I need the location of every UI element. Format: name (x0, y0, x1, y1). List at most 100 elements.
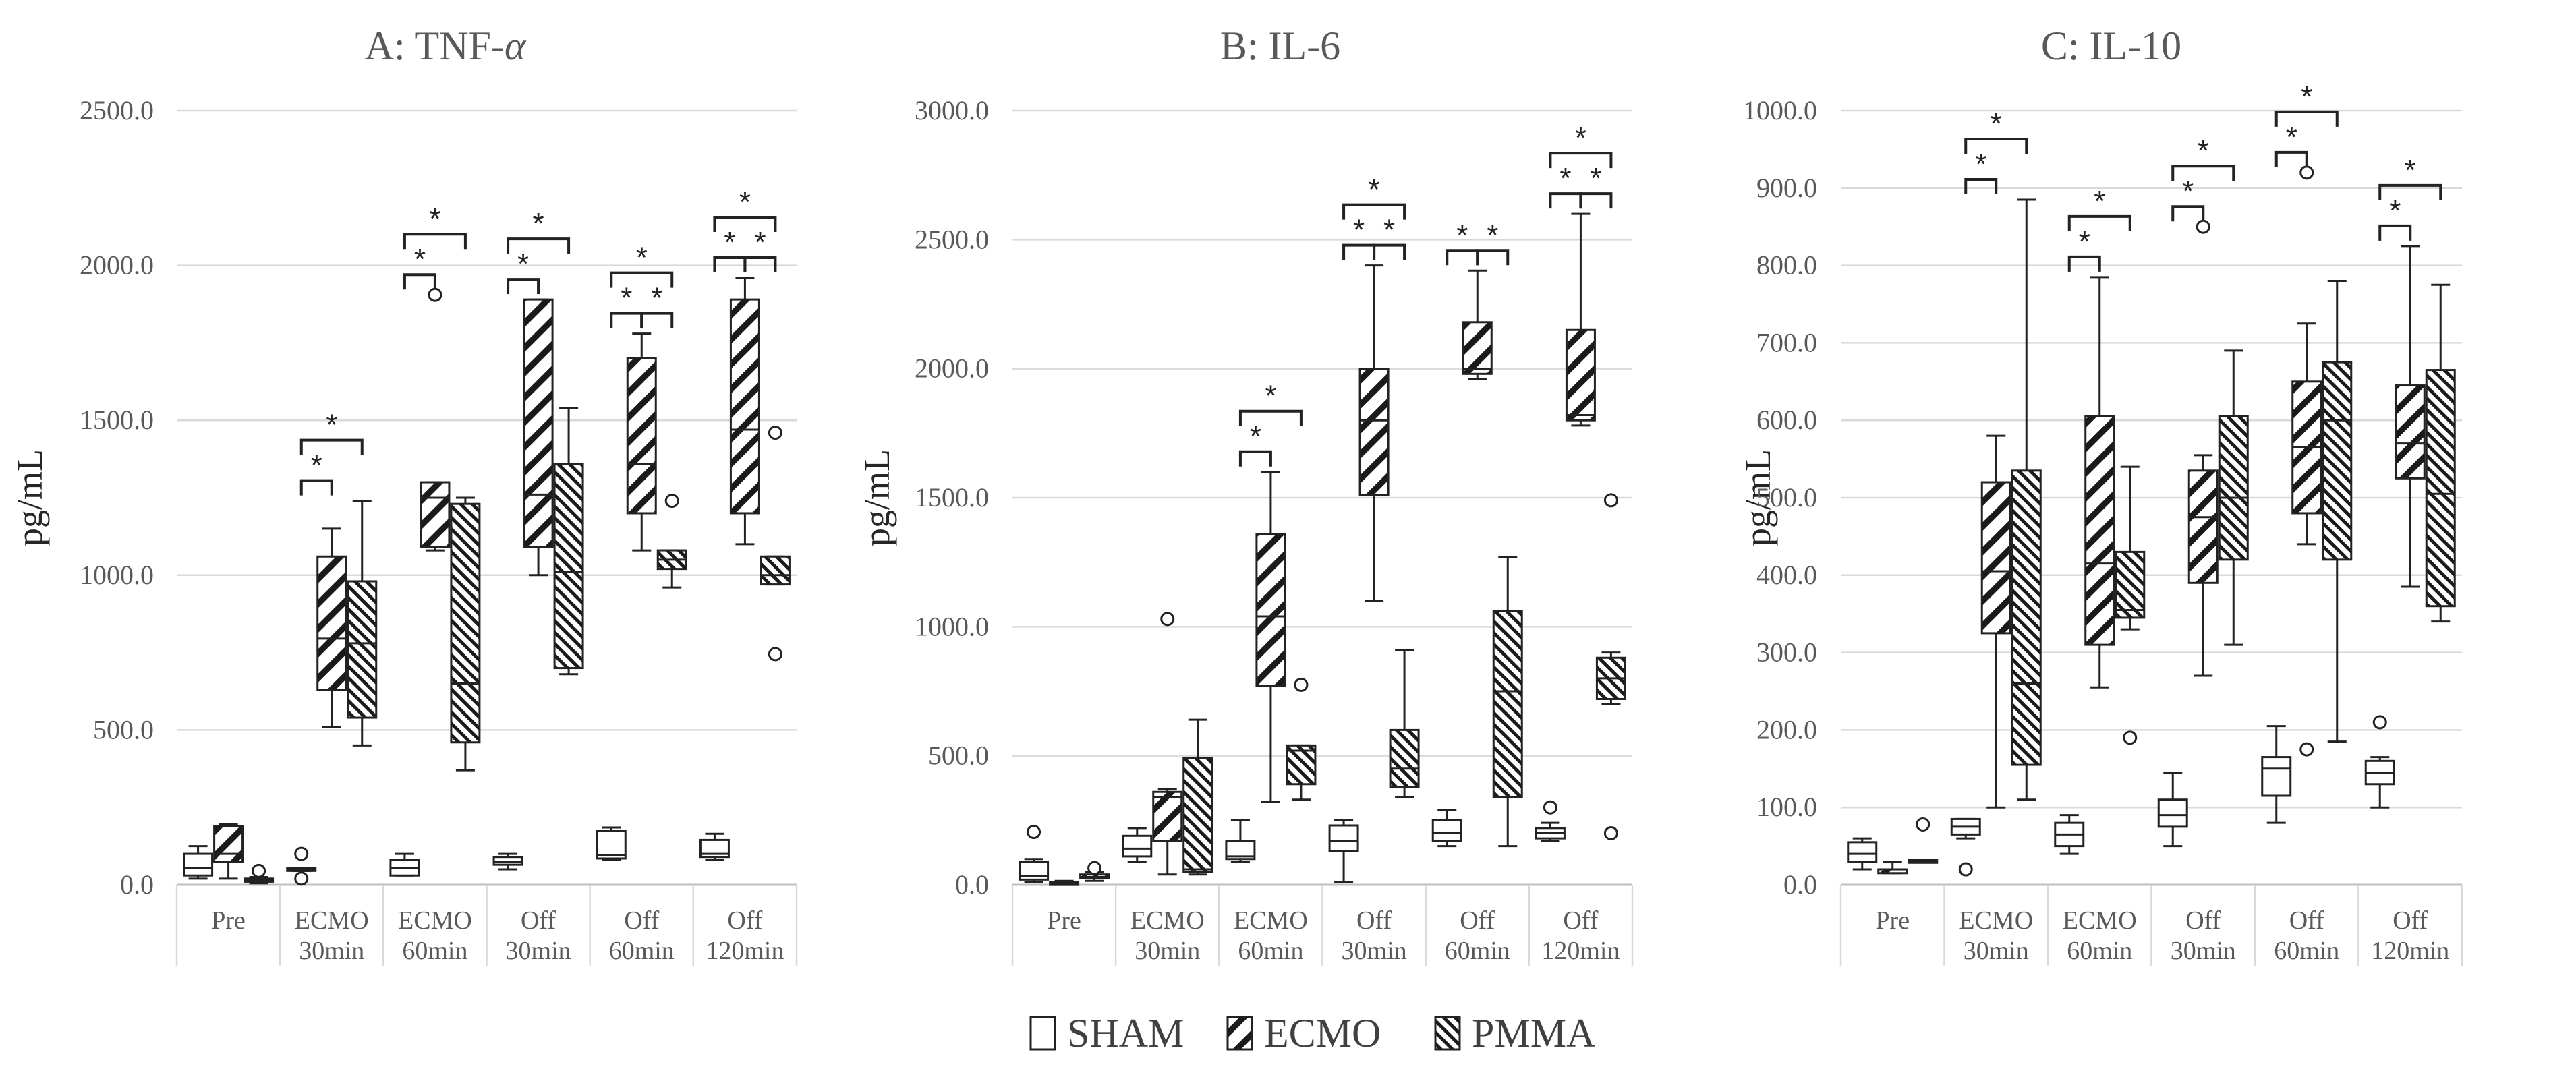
box-ecmo (1255, 471, 1286, 804)
box-iqr (1122, 834, 1153, 858)
outlier-point (768, 647, 782, 662)
y-tick-label: 2500.0 (915, 224, 989, 254)
y-tick-label: 800.0 (1756, 250, 1817, 281)
box-iqr (626, 357, 657, 515)
box-sham (389, 852, 420, 877)
outlier-point (294, 871, 309, 886)
significance-bracket: * (1964, 148, 1998, 195)
bracket-line (1446, 249, 1479, 266)
significance-star: * (1991, 107, 2002, 140)
outlier-point (252, 863, 266, 878)
x-tick-label: Off (2185, 906, 2221, 935)
chart-title: B: IL-6 (1220, 24, 1340, 68)
outlier-point (2299, 165, 2314, 180)
significance-star: * (651, 282, 662, 315)
significance-bracket: * (2378, 154, 2442, 200)
x-tick-label: Pre (1875, 906, 1910, 935)
bracket-line (1342, 203, 1406, 220)
box-pmma (2322, 280, 2353, 743)
box-iqr (2261, 756, 2292, 797)
x-tick-label: Off (727, 906, 762, 935)
bracket-line (1476, 249, 1510, 266)
box-pmma (656, 494, 687, 589)
significance-bracket: * (1476, 219, 1510, 266)
box-sham (2157, 772, 2188, 848)
box-iqr (1286, 744, 1317, 786)
x-tick-label: 60min (2067, 937, 2132, 965)
box-sham (699, 832, 730, 861)
x-tick-label: Off (1460, 906, 1495, 935)
significance-star: * (636, 241, 648, 274)
y-tick-label: 2000.0 (80, 250, 154, 281)
box-iqr (1980, 481, 2011, 635)
box-ecmo (1462, 269, 1493, 380)
box-ecmo (2187, 219, 2219, 677)
outlier-point (1603, 825, 1618, 840)
significance-star: * (1487, 219, 1498, 252)
bracket-line (1238, 450, 1272, 467)
bracket-line (2067, 255, 2101, 272)
box-pmma (1389, 649, 1420, 798)
x-tick-label: 30min (1964, 937, 2029, 965)
x-tick-label: 120min (706, 937, 784, 965)
significance-star: * (1975, 148, 1986, 181)
box-iqr (1019, 861, 1050, 881)
significance-bracket: * (2067, 225, 2101, 272)
box-pmma (1182, 718, 1213, 876)
box-ecmo (1980, 434, 2011, 809)
bracket-line (2171, 205, 2205, 222)
y-tick-label: 0.0 (955, 869, 989, 900)
bracket-line (507, 278, 540, 295)
box-sham (492, 852, 523, 871)
y-tick-label: 200.0 (1756, 714, 1817, 745)
significance-bracket: * (1373, 214, 1406, 260)
chart-title-symbol: α (505, 24, 527, 68)
box-pmma (1492, 556, 1523, 848)
box-sham (1847, 837, 1878, 871)
significance-star: * (326, 409, 337, 442)
box-sham (1225, 819, 1256, 863)
y-tick-label: 1000.0 (80, 560, 154, 590)
significance-bracket: * (1238, 420, 1272, 467)
bracket-line (610, 271, 674, 288)
box-iqr (2218, 415, 2249, 561)
outlier-point (1603, 493, 1618, 508)
bracket-line (2378, 224, 2412, 241)
significance-bracket: * (1549, 162, 1582, 209)
x-tick-label: 60min (402, 937, 467, 965)
significance-bracket: * (299, 409, 364, 455)
bracket-line (403, 233, 467, 250)
significance-star: * (429, 202, 440, 235)
bracket-line (507, 237, 571, 254)
significance-star: * (621, 282, 632, 315)
x-tick-label: Off (1563, 906, 1598, 935)
significance-star: * (2405, 154, 2416, 187)
y-tick-label: 600.0 (1756, 405, 1817, 435)
significance-star: * (1383, 214, 1395, 247)
significance-bracket: * (1964, 107, 2028, 154)
box-sham (286, 846, 317, 886)
bracket-line (2171, 165, 2235, 181)
box-pmma (1286, 677, 1317, 801)
bracket-line (1342, 243, 1376, 260)
chart-title-text: A: TNF- (365, 24, 505, 68)
box-ecmo (2291, 165, 2322, 757)
bracket-line (2274, 110, 2339, 127)
bracket-line (2067, 214, 2131, 231)
box-iqr (213, 825, 244, 863)
significance-bracket: * (507, 207, 571, 254)
box-iqr (760, 555, 791, 586)
x-tick-label: 120min (2371, 937, 2449, 965)
box-iqr (1492, 610, 1523, 798)
box-iqr (2011, 469, 2042, 766)
legend-label-ecmo: ECMO (1264, 1011, 1381, 1055)
box-sham (1328, 819, 1359, 883)
outlier-point (428, 287, 442, 302)
y-tick-label: 700.0 (1756, 327, 1817, 357)
x-tick-label: Off (1356, 906, 1392, 935)
significance-star: * (1456, 219, 1468, 252)
box-pmma (347, 500, 378, 747)
bracket-line (610, 312, 643, 328)
significance-bracket: * (2378, 194, 2412, 241)
box-iqr (1462, 321, 1493, 375)
